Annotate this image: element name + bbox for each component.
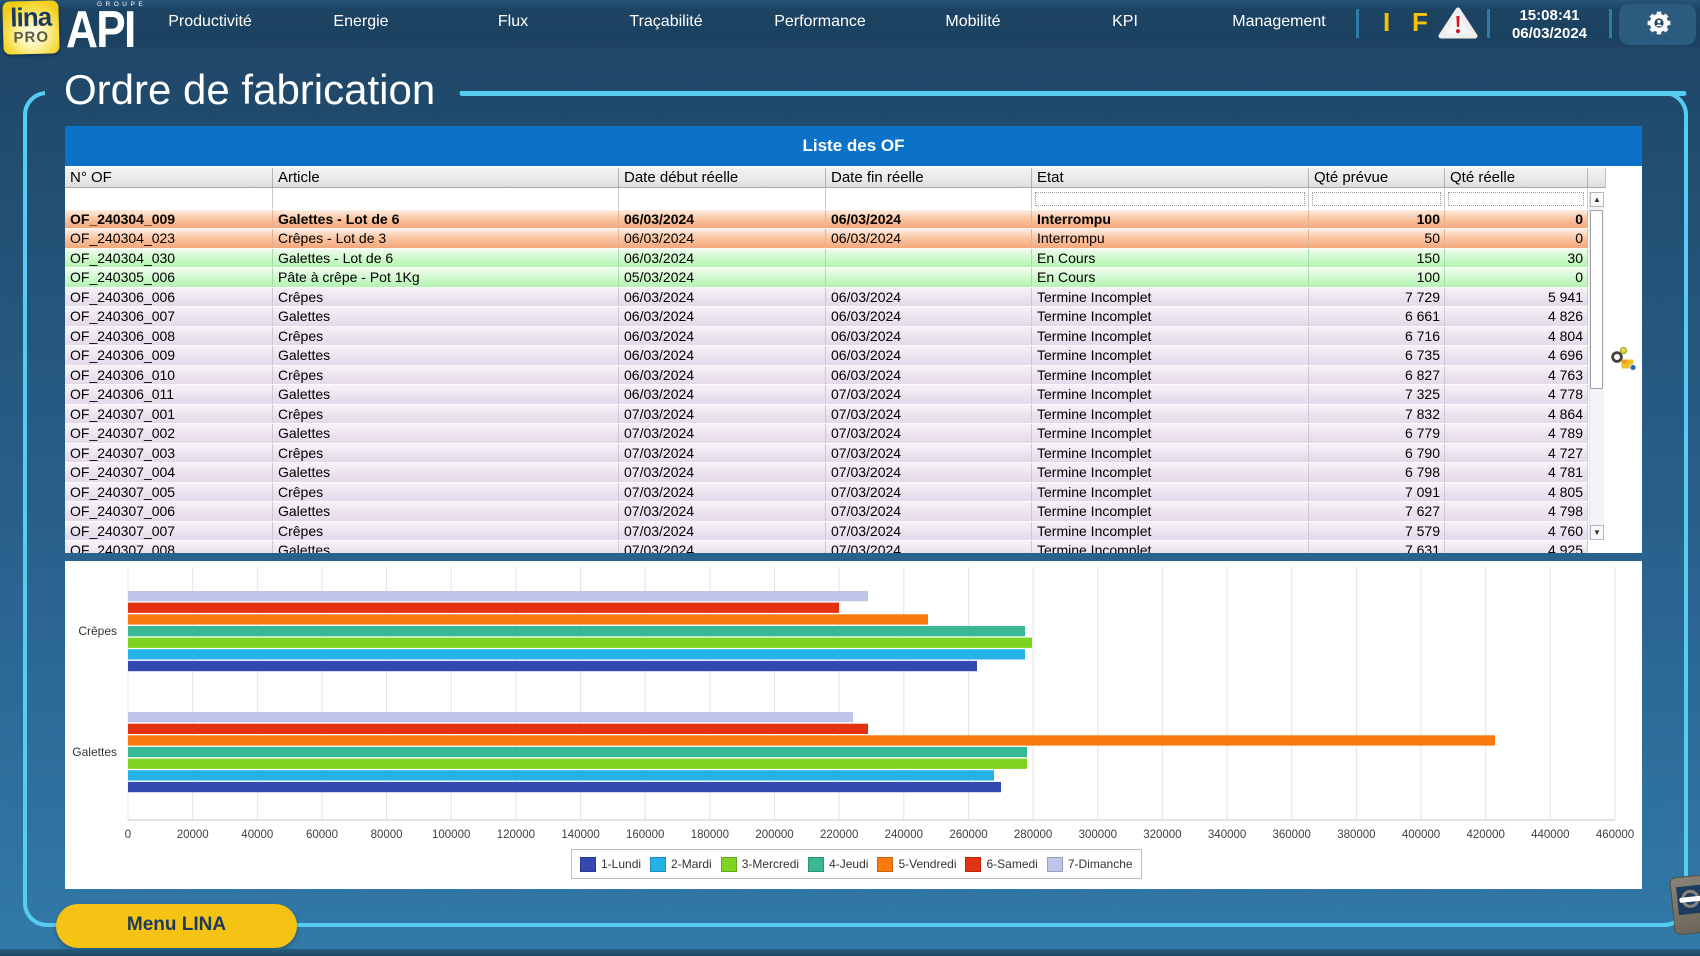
svg-text:160000: 160000 — [626, 829, 664, 841]
svg-text:460000: 460000 — [1596, 829, 1634, 841]
svg-text:Galettes: Galettes — [72, 745, 117, 759]
svg-text:240000: 240000 — [885, 829, 923, 841]
svg-text:40000: 40000 — [241, 829, 273, 841]
svg-text:20000: 20000 — [177, 829, 209, 841]
svg-text:440000: 440000 — [1531, 829, 1569, 841]
svg-text:80000: 80000 — [371, 829, 403, 841]
svg-text:Crêpes: Crêpes — [78, 624, 117, 638]
svg-text:280000: 280000 — [1014, 829, 1052, 841]
svg-text:200000: 200000 — [755, 829, 793, 841]
svg-text:260000: 260000 — [949, 829, 987, 841]
svg-text:360000: 360000 — [1273, 829, 1311, 841]
svg-text:60000: 60000 — [306, 829, 338, 841]
svg-text:420000: 420000 — [1467, 829, 1505, 841]
svg-text:300000: 300000 — [1079, 829, 1117, 841]
svg-text:400000: 400000 — [1402, 829, 1440, 841]
svg-text:320000: 320000 — [1143, 829, 1181, 841]
svg-text:0: 0 — [125, 829, 131, 841]
svg-text:140000: 140000 — [561, 829, 599, 841]
svg-text:100000: 100000 — [432, 829, 470, 841]
svg-text:340000: 340000 — [1208, 829, 1246, 841]
svg-text:220000: 220000 — [820, 829, 858, 841]
svg-text:380000: 380000 — [1337, 829, 1375, 841]
svg-text:120000: 120000 — [497, 829, 535, 841]
svg-text:180000: 180000 — [691, 829, 729, 841]
